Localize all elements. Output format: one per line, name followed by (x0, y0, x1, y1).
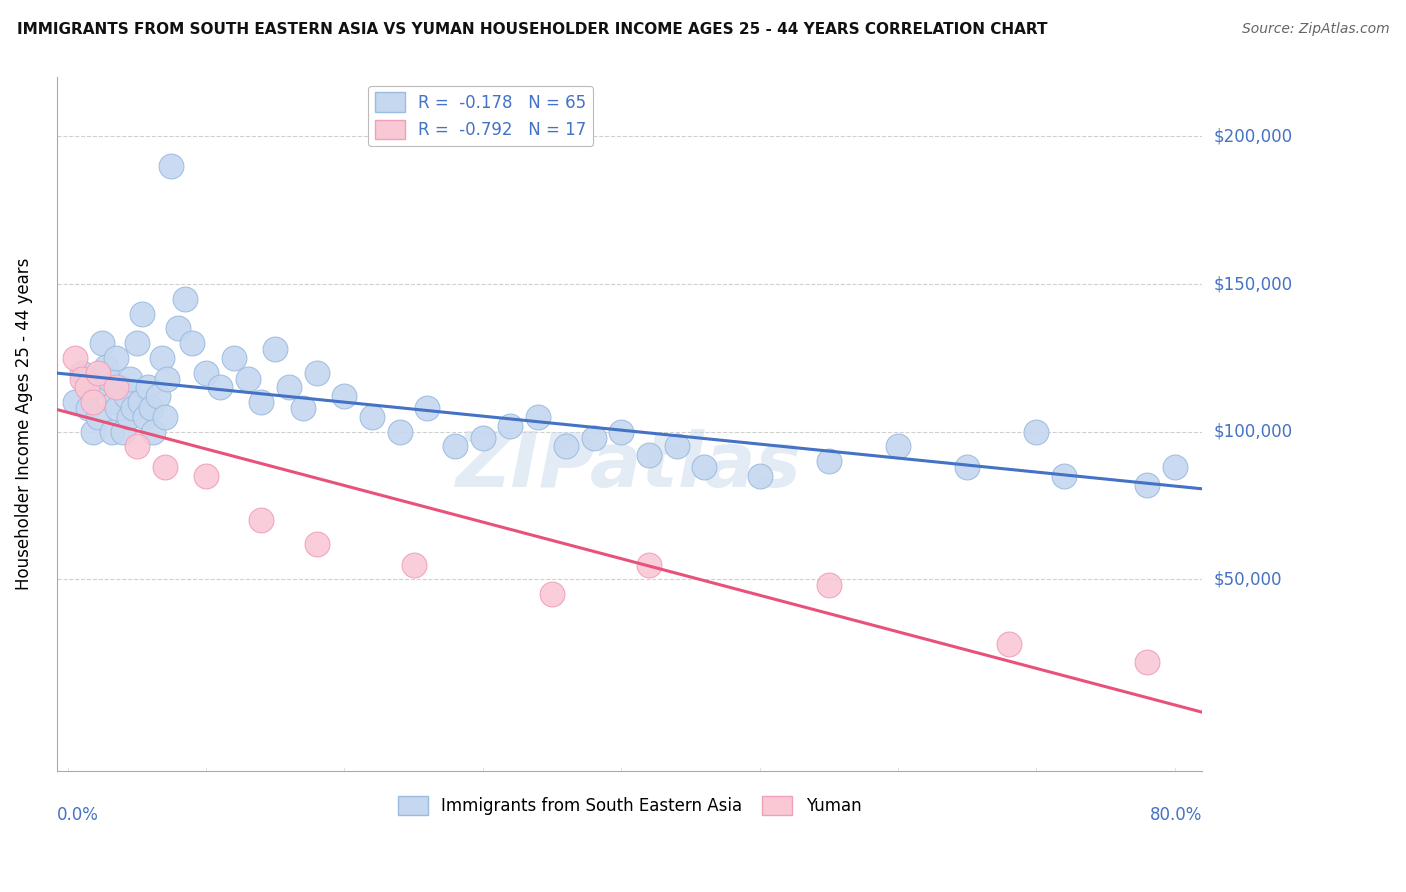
Point (117, 409, 139, 424)
Point (87, 366, 110, 380)
Point (91, 336, 114, 351)
Point (139, 401, 162, 415)
Point (1053, 469, 1076, 483)
Point (63, 351, 86, 365)
Point (195, 366, 218, 380)
Point (153, 409, 176, 424)
Point (142, 425, 165, 439)
Point (264, 342, 287, 356)
Point (554, 439, 576, 453)
Point (416, 401, 439, 415)
Point (817, 578, 839, 592)
Point (125, 439, 148, 453)
Point (77, 401, 100, 415)
Point (150, 351, 173, 365)
Point (1025, 425, 1047, 439)
Point (236, 371, 259, 385)
Point (208, 380, 231, 394)
Point (84, 380, 107, 394)
Point (153, 460, 176, 475)
Point (956, 460, 979, 475)
Text: $100,000: $100,000 (1213, 423, 1292, 441)
Point (134, 409, 156, 424)
Point (63, 395, 86, 409)
Point (250, 395, 273, 409)
Point (1136, 478, 1159, 492)
Point (278, 380, 301, 394)
Point (291, 401, 314, 415)
Point (125, 336, 148, 351)
Point (527, 409, 550, 424)
Point (160, 159, 183, 173)
Point (361, 409, 384, 424)
Y-axis label: Householder Income Ages 25 - 44 years: Householder Income Ages 25 - 44 years (15, 258, 32, 591)
Point (110, 380, 132, 394)
Point (136, 380, 159, 394)
Text: $150,000: $150,000 (1213, 275, 1292, 293)
Point (665, 439, 688, 453)
Point (131, 307, 153, 321)
Point (156, 371, 179, 385)
Point (146, 389, 169, 403)
Point (82, 395, 104, 409)
Point (250, 513, 273, 527)
Point (817, 454, 839, 468)
Point (98, 371, 121, 385)
Point (70, 366, 93, 380)
Point (333, 389, 356, 403)
Point (121, 401, 143, 415)
Point (96, 359, 118, 374)
Point (222, 351, 245, 365)
Point (112, 425, 135, 439)
Point (610, 425, 633, 439)
Point (1136, 655, 1159, 669)
Point (82, 425, 104, 439)
Point (997, 637, 1019, 651)
Point (87, 409, 110, 424)
Point (305, 366, 328, 380)
Point (499, 418, 522, 433)
Point (195, 469, 218, 483)
Legend: Immigrants from South Eastern Asia, Yuman: Immigrants from South Eastern Asia, Yuma… (391, 789, 868, 822)
Point (637, 558, 659, 572)
Point (748, 469, 770, 483)
Point (105, 351, 128, 365)
Point (70, 371, 93, 385)
Point (444, 439, 467, 453)
Text: Source: ZipAtlas.com: Source: ZipAtlas.com (1241, 22, 1389, 37)
Point (471, 431, 494, 445)
Point (104, 395, 127, 409)
Point (1163, 460, 1185, 475)
Point (693, 460, 716, 475)
Text: $200,000: $200,000 (1213, 128, 1292, 145)
Point (174, 292, 197, 306)
Point (118, 371, 141, 385)
Text: 80.0%: 80.0% (1150, 805, 1202, 824)
Point (887, 439, 910, 453)
Point (402, 558, 425, 572)
Point (76, 380, 98, 394)
Text: 0.0%: 0.0% (56, 805, 98, 824)
Point (305, 537, 328, 551)
Point (114, 389, 136, 403)
Point (637, 448, 659, 462)
Point (167, 321, 190, 335)
Text: IMMIGRANTS FROM SOUTH EASTERN ASIA VS YUMAN HOUSEHOLDER INCOME AGES 25 - 44 YEAR: IMMIGRANTS FROM SOUTH EASTERN ASIA VS YU… (17, 22, 1047, 37)
Point (582, 431, 605, 445)
Point (388, 425, 411, 439)
Text: ZIPatlas: ZIPatlas (457, 429, 803, 503)
Point (105, 380, 128, 394)
Point (101, 425, 124, 439)
Text: $50,000: $50,000 (1213, 570, 1282, 588)
Point (541, 587, 564, 601)
Point (128, 395, 150, 409)
Point (181, 336, 204, 351)
Point (107, 401, 129, 415)
